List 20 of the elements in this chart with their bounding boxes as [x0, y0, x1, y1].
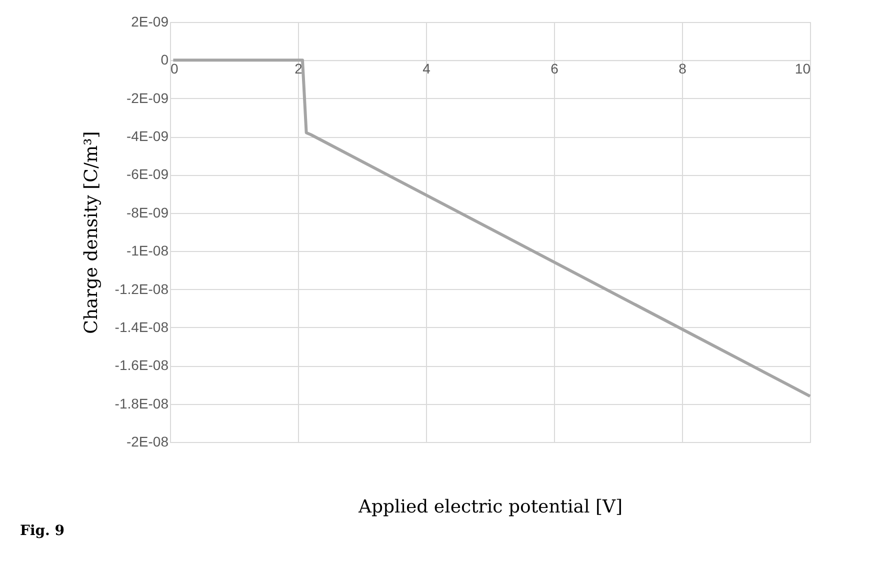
- x-tick-label: 2: [294, 60, 303, 77]
- y-tick-label: 2E-09: [131, 14, 169, 30]
- y-tick-label: -2E-08: [126, 434, 169, 450]
- caption: Fig. 9: [20, 523, 65, 539]
- y-tick-label: -4E-09: [126, 128, 169, 144]
- y-tick-label: -1.8E-08: [114, 395, 169, 412]
- y-tick-label: -8E-09: [126, 204, 169, 220]
- y-tick-label: -1E-08: [126, 242, 169, 259]
- y-tick-label: -1.6E-08: [114, 357, 169, 374]
- y-tick-label: -6E-09: [126, 166, 169, 182]
- y-axis-title: Charge density [C/m³]: [80, 131, 102, 334]
- x-tick-label: 10: [794, 60, 811, 77]
- y-tick-label: -2E-09: [126, 90, 169, 106]
- line-series: [172, 58, 812, 398]
- x-tick-label: 4: [422, 60, 431, 77]
- x-tick-label: 6: [550, 60, 559, 77]
- y-tick-label: -1.4E-08: [114, 318, 169, 335]
- y-tick-label: -1.2E-08: [114, 280, 169, 297]
- x-tick-label: 8: [678, 60, 687, 77]
- x-axis-title: Applied electric potential [V]: [357, 496, 623, 518]
